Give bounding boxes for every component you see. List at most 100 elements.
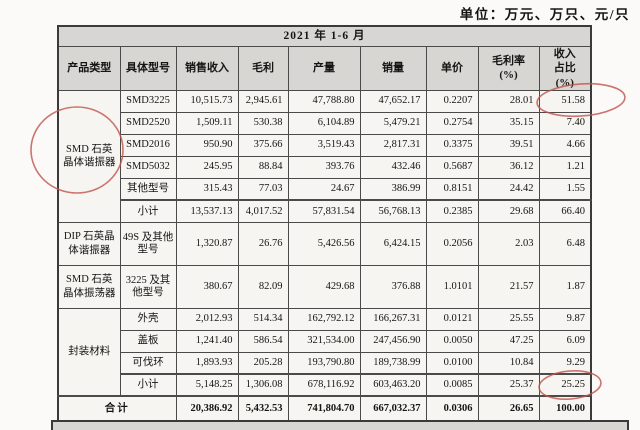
total-label-cell: 合计: [57, 395, 177, 422]
cell-gross-margin-pct: 28.01: [477, 89, 540, 113]
model-cell: 3225 及其他型号: [119, 264, 177, 309]
column-header-model: 具体型号: [119, 46, 177, 91]
cell-gross-profit: 530.38: [237, 111, 289, 135]
cell-sales-revenue: 950.90: [175, 133, 239, 157]
cell-sales-volume: 6,424.15: [359, 221, 427, 266]
cell-gross-profit: 77.03: [237, 177, 289, 201]
model-cell: SMD2016: [119, 133, 177, 157]
cell-sales-volume: 667,032.37: [359, 395, 427, 422]
model-cell: 49S 及其他型号: [119, 221, 177, 266]
cell-revenue-share-pct: 66.40: [538, 199, 592, 223]
cell-revenue-share-pct: 9.29: [538, 351, 592, 375]
cell-production-volume: 741,804.70: [287, 395, 361, 422]
product-type-cell: SMD 石英晶体谐振器: [57, 89, 121, 223]
cell-sales-revenue: 2,012.93: [175, 307, 239, 331]
column-header-revenue-share-pct: 收入 占比 (%): [538, 46, 592, 91]
cell-sales-volume: 386.99: [359, 177, 427, 201]
product-type-cell: 封装材料: [57, 307, 121, 397]
period-title-cell: 2021 年 1-6 月: [57, 25, 592, 47]
table-row: SMD 石英晶体振荡器 3225 及其他型号 380.67 82.09 429.68 37…: [57, 264, 592, 309]
column-header-gross-margin-pct: 毛利率 (%): [477, 46, 540, 91]
cell-revenue-share-pct: 6.48: [538, 221, 592, 266]
cell-unit-price: 0.0121: [425, 307, 479, 331]
table-row: 可伐环 1,893.93 205.28 193,790.80 189,738.99 0.0…: [58, 351, 592, 375]
cell-gross-margin-pct: 10.84: [477, 351, 540, 375]
cell-gross-margin-pct: 35.15: [477, 111, 540, 135]
table-total-row: 合计 20,386.92 5,432.53 741,804.70 667,032.37 0…: [57, 395, 592, 422]
model-cell: 其他型号: [119, 177, 177, 201]
cell-sales-revenue: 10,515.73: [175, 89, 239, 113]
cell-sales-revenue: 1,509.11: [175, 111, 239, 135]
cell-sales-revenue: 1,320.87: [175, 221, 239, 266]
cell-gross-profit: 82.09: [237, 264, 289, 309]
table-row: 盖板 1,241.40 586.54 321,534.00 247,456.90 0.00…: [58, 329, 592, 353]
cell-gross-profit: 5,432.53: [237, 395, 289, 422]
cell-unit-price: 0.0085: [425, 373, 479, 397]
next-table-top-edge: [51, 420, 629, 430]
cell-gross-margin-pct: 36.12: [477, 155, 540, 179]
cell-revenue-share-pct: 9.87: [538, 307, 592, 331]
cell-gross-profit: 514.34: [237, 307, 289, 331]
cell-revenue-share-pct: 1.55: [538, 177, 592, 201]
cell-gross-margin-pct: 25.37: [477, 373, 540, 397]
cell-sales-volume: 376.88: [359, 264, 427, 309]
cell-production-volume: 6,104.89: [287, 111, 361, 135]
cell-gross-profit: 1,306.08: [237, 373, 289, 397]
table-row: SMD5032 245.95 88.84 393.76 432.46 0.5687 36.1…: [58, 155, 592, 179]
cell-production-volume: 47,788.80: [287, 89, 361, 113]
table-row: 封装材料 外壳 2,012.93 514.34 162,792.12 166,267.31…: [57, 307, 592, 397]
table-row: SMD2520 1,509.11 530.38 6,104.89 5,479.21 0.2…: [58, 111, 592, 135]
cell-revenue-share-pct: 25.25: [538, 373, 592, 397]
table-row: 其他型号 315.43 77.03 24.67 386.99 0.8151 24.42 1.5…: [58, 177, 592, 201]
cell-gross-profit: 375.66: [237, 133, 289, 157]
cell-revenue-share-pct: 6.09: [538, 329, 592, 353]
column-header-product-type: 产品类型: [57, 46, 121, 91]
cell-gross-profit: 4,017.52: [237, 199, 289, 223]
cell-unit-price: 0.2754: [425, 111, 479, 135]
cell-sales-volume: 5,479.21: [359, 111, 427, 135]
cell-unit-price: 0.5687: [425, 155, 479, 179]
cell-unit-price: 0.3375: [425, 133, 479, 157]
model-cell: 可伐环: [119, 351, 177, 375]
cell-production-volume: 678,116.92: [287, 373, 361, 397]
cell-production-volume: 193,790.80: [287, 351, 361, 375]
cell-unit-price: 1.0101: [425, 264, 479, 309]
column-header-sales-volume: 销量: [359, 46, 427, 91]
cell-production-volume: 321,534.00: [287, 329, 361, 353]
cell-sales-volume: 247,456.90: [359, 329, 427, 353]
cell-gross-profit: 2,945.61: [237, 89, 289, 113]
cell-gross-profit: 205.28: [237, 351, 289, 375]
cell-gross-margin-pct: 39.51: [477, 133, 540, 157]
model-cell: SMD3225: [119, 89, 177, 113]
cell-unit-price: 0.2056: [425, 221, 479, 266]
table-row: 小计 13,537.13 4,017.52 57,831.54 56,768.13 0.2…: [58, 199, 592, 223]
model-cell: 小计: [119, 373, 177, 397]
cell-gross-margin-pct: 29.68: [477, 199, 540, 223]
cell-sales-revenue: 20,386.92: [175, 395, 239, 422]
cell-sales-revenue: 1,241.40: [175, 329, 239, 353]
cell-unit-price: 0.2207: [425, 89, 479, 113]
cell-production-volume: 3,519.43: [287, 133, 361, 157]
cell-unit-price: 0.0100: [425, 351, 479, 375]
cell-revenue-share-pct: 1.87: [538, 264, 592, 309]
cell-unit-price: 0.8151: [425, 177, 479, 201]
cell-sales-revenue: 13,537.13: [175, 199, 239, 223]
table-header-row: 产品类型 具体型号 销售收入 毛利 产量 销量 单价 毛利率 (%) 收入 占比 (%): [57, 46, 592, 91]
cell-gross-margin-pct: 24.42: [477, 177, 540, 201]
cell-gross-profit: 26.76: [237, 221, 289, 266]
table-row: SMD 石英晶体谐振器 SMD3225 10,515.73 2,945.61 47,78…: [57, 89, 592, 223]
cell-production-volume: 162,792.12: [287, 307, 361, 331]
column-header-unit-price: 单价: [425, 46, 479, 91]
cell-revenue-share-pct: 7.40: [538, 111, 592, 135]
model-cell: SMD2520: [119, 111, 177, 135]
model-cell: 小计: [119, 199, 177, 223]
cell-unit-price: 0.0050: [425, 329, 479, 353]
cell-gross-profit: 88.84: [237, 155, 289, 179]
column-header-production-volume: 产量: [287, 46, 361, 91]
product-data-table: 2021 年 1-6 月产品类型 具体型号 销售收入 毛利 产量 销量 单价 毛利率 (%) 收…: [57, 25, 593, 423]
cell-sales-volume: 603,463.20: [359, 373, 427, 397]
cell-unit-price: 0.0306: [425, 395, 479, 422]
model-cell: 盖板: [119, 329, 177, 353]
cell-production-volume: 429.68: [287, 264, 361, 309]
cell-gross-margin-pct: 47.25: [477, 329, 540, 353]
